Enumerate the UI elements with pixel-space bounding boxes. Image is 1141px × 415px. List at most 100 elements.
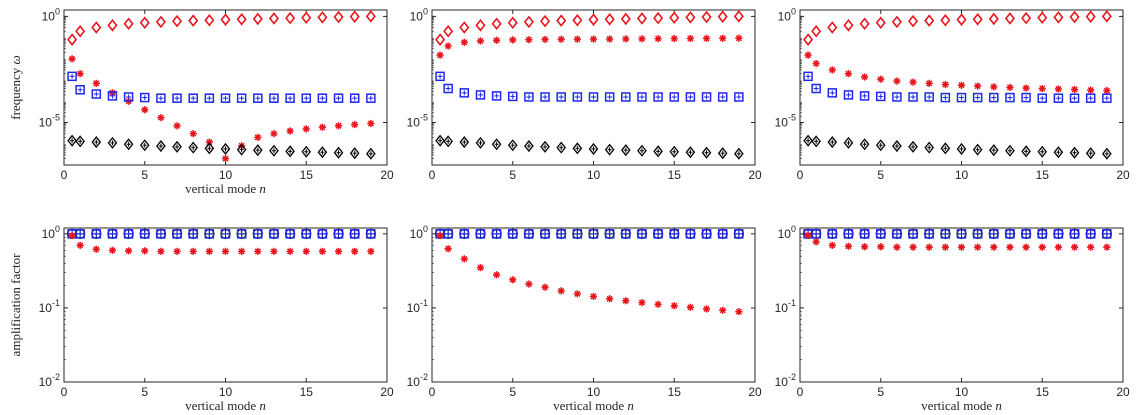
data-point-asterisk bbox=[173, 247, 181, 255]
data-point-asterisk bbox=[189, 247, 197, 255]
data-point-asterisk bbox=[638, 299, 646, 307]
data-point-asterisk bbox=[157, 247, 165, 255]
data-point-square bbox=[443, 229, 453, 239]
data-point-square bbox=[876, 229, 886, 239]
data-point-asterisk bbox=[318, 123, 326, 131]
data-point-diamond bbox=[685, 11, 696, 24]
data-point-asterisk bbox=[812, 59, 820, 68]
data-point-square bbox=[1021, 229, 1031, 239]
data-point-square bbox=[188, 229, 198, 239]
data-point-asterisk bbox=[974, 82, 982, 90]
x-tick-label: 20 bbox=[1116, 168, 1130, 182]
data-point-asterisk bbox=[68, 55, 76, 63]
x-tick-label: 10 bbox=[587, 385, 601, 399]
data-point-diamond bbox=[972, 13, 983, 26]
data-point-asterisk bbox=[173, 122, 181, 130]
data-point-square bbox=[1102, 93, 1112, 103]
data-point-asterisk bbox=[68, 231, 76, 240]
data-point-square bbox=[621, 229, 631, 239]
data-point-square bbox=[1053, 229, 1064, 239]
data-point-square bbox=[253, 229, 263, 239]
data-point-diamond-plus bbox=[75, 135, 85, 148]
data-point-diamond bbox=[1004, 12, 1015, 25]
data-point-asterisk bbox=[436, 51, 444, 59]
data-point-diamond bbox=[875, 16, 886, 30]
series-red-diamond bbox=[67, 10, 376, 46]
x-tick-label: 15 bbox=[300, 168, 314, 182]
data-point-square bbox=[123, 229, 134, 239]
series-blue-square bbox=[435, 229, 744, 239]
data-point-square bbox=[1005, 92, 1015, 103]
data-point-diamond-plus bbox=[827, 136, 838, 149]
data-point-diamond-plus bbox=[653, 145, 663, 158]
data-point-diamond-plus bbox=[908, 140, 918, 153]
data-point-square bbox=[1053, 93, 1064, 103]
data-point-diamond bbox=[908, 14, 919, 28]
data-point-square bbox=[491, 229, 502, 239]
data-point-diamond-plus bbox=[123, 138, 134, 151]
data-point-asterisk bbox=[1070, 85, 1079, 94]
x-axis-label: vertical mode n bbox=[921, 398, 1002, 413]
y-tick-label: 100 bbox=[42, 6, 60, 23]
data-point-diamond-plus bbox=[892, 140, 902, 153]
data-point-diamond bbox=[139, 16, 150, 30]
data-point-diamond bbox=[859, 17, 870, 31]
data-point-asterisk bbox=[286, 247, 294, 255]
data-point-asterisk bbox=[525, 36, 533, 44]
data-point-square bbox=[524, 92, 534, 102]
subplot-3: 0 5 10 15 20 10-5 100 bbox=[775, 6, 1130, 182]
data-point-asterisk bbox=[367, 119, 375, 128]
data-point-asterisk bbox=[654, 300, 662, 308]
y-tick-label: 10-1 bbox=[39, 298, 60, 315]
x-tick-label: 15 bbox=[668, 385, 682, 399]
data-point-square bbox=[236, 229, 247, 239]
data-point-asterisk bbox=[861, 243, 869, 251]
data-point-asterisk bbox=[1103, 86, 1111, 95]
data-point-square bbox=[172, 93, 182, 103]
data-point-diamond bbox=[67, 33, 78, 46]
data-point-square bbox=[653, 229, 663, 239]
y-axis-label: amplification factor bbox=[8, 253, 23, 357]
data-point-square bbox=[1037, 229, 1047, 239]
data-point-square bbox=[940, 92, 951, 103]
data-point-asterisk bbox=[622, 35, 630, 43]
subplot-1: 0 5 10 15 20 10-5 100 vertical mode n frequency … bbox=[8, 6, 394, 196]
data-point-asterisk bbox=[974, 243, 982, 251]
data-point-diamond-plus bbox=[252, 144, 263, 157]
data-point-diamond-plus bbox=[1085, 147, 1096, 160]
data-point-asterisk bbox=[893, 77, 901, 85]
data-point-square bbox=[301, 229, 311, 239]
x-tick-label: 15 bbox=[1036, 385, 1050, 399]
data-point-asterisk bbox=[844, 70, 853, 78]
data-point-square bbox=[572, 229, 583, 239]
data-point-diamond-plus bbox=[859, 138, 870, 151]
series-black-diamond-plus bbox=[435, 134, 744, 160]
data-point-asterisk bbox=[1006, 83, 1014, 92]
y-tick-label: 100 bbox=[778, 6, 796, 23]
data-point-diamond-plus bbox=[475, 136, 486, 149]
y-tick-label: 100 bbox=[42, 224, 60, 241]
data-point-diamond-plus bbox=[172, 140, 182, 153]
data-point-asterisk bbox=[557, 287, 565, 295]
x-tick-label: 0 bbox=[429, 385, 436, 399]
data-point-square bbox=[366, 229, 376, 239]
data-point-diamond-plus bbox=[940, 142, 951, 155]
data-point-diamond-plus bbox=[734, 147, 744, 160]
data-point-square bbox=[972, 92, 983, 103]
data-point-asterisk bbox=[141, 247, 149, 255]
x-tick-label: 5 bbox=[509, 385, 516, 399]
data-point-asterisk bbox=[719, 306, 727, 314]
data-point-square bbox=[524, 229, 534, 239]
data-point-square bbox=[269, 229, 279, 239]
data-point-square bbox=[75, 85, 85, 95]
data-point-square bbox=[204, 229, 215, 239]
y-tick-label: 10-2 bbox=[775, 372, 796, 389]
data-point-asterisk bbox=[844, 242, 853, 250]
data-point-asterisk bbox=[460, 38, 468, 46]
data-point-diamond bbox=[204, 13, 215, 27]
data-point-square bbox=[491, 91, 502, 101]
data-point-square bbox=[459, 229, 470, 239]
data-point-square bbox=[701, 229, 712, 239]
subplot-2: 0 5 10 15 20 10-5 100 bbox=[407, 6, 762, 182]
data-point-asterisk bbox=[828, 241, 836, 249]
